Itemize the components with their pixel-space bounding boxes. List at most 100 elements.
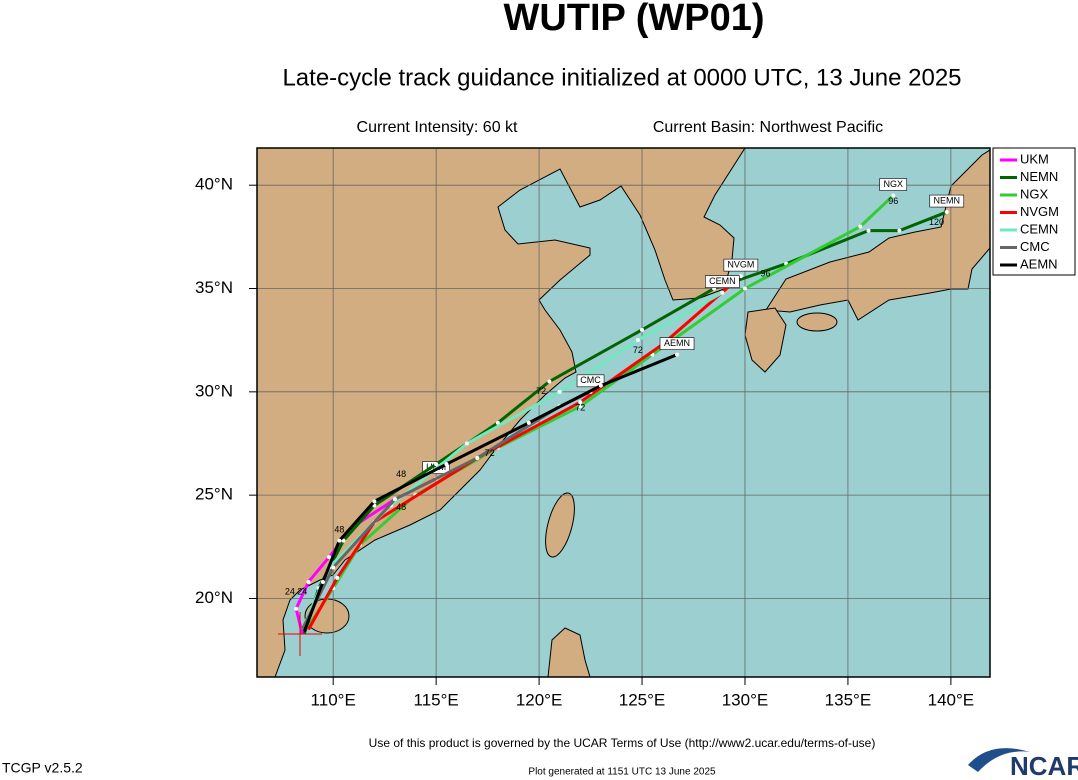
hour-label: 72 xyxy=(536,386,546,396)
track-point xyxy=(640,327,645,332)
hour-label: 48 xyxy=(396,502,406,512)
storm-position xyxy=(278,612,322,656)
track-point xyxy=(335,575,340,580)
track-point xyxy=(578,400,583,405)
legend-label: AEMN xyxy=(1020,256,1058,271)
track-point xyxy=(557,389,562,394)
track-label: NGX xyxy=(883,179,903,189)
track-point xyxy=(495,420,500,425)
hour-label: 72 xyxy=(575,403,585,413)
x-tick-label: 115°E xyxy=(414,690,459,709)
honshu xyxy=(765,149,990,321)
basin: Current Basin: Northwest Pacific xyxy=(653,119,883,136)
logo-swoosh xyxy=(968,748,1030,772)
track-point xyxy=(944,210,949,215)
version: TCGP v2.5.2 xyxy=(2,760,83,776)
track-point xyxy=(306,579,311,584)
track xyxy=(302,353,678,633)
hour-label: 48 xyxy=(334,525,344,535)
track-point xyxy=(320,579,325,584)
x-tick-label: 110°E xyxy=(311,690,356,709)
track-label: CMC xyxy=(580,375,601,385)
track-point xyxy=(331,565,336,570)
taiwan xyxy=(545,492,575,558)
track-point xyxy=(738,274,743,279)
x-tick-label: 135°E xyxy=(825,690,872,709)
legend-label: NGX xyxy=(1020,186,1049,201)
track-label: AEMN xyxy=(664,338,690,348)
track-point xyxy=(372,499,377,504)
track-point xyxy=(327,555,332,560)
grid xyxy=(257,148,990,677)
luzon xyxy=(547,627,591,677)
tracks: UKMNEMNNGXNVGMCEMNCMCAEMN961209672727272… xyxy=(285,178,965,635)
hour-label: 72 xyxy=(633,345,643,355)
track-point xyxy=(720,290,725,295)
legend-label: NEMN xyxy=(1020,169,1058,184)
axes: 110°E 115°E 120°E 125°E 130°E 135°E 140°E 20°N 2… xyxy=(195,175,974,710)
track-point xyxy=(547,379,552,384)
hour-label: 24 xyxy=(285,587,295,597)
legend-label: CMC xyxy=(1020,239,1050,254)
track-label: CEMN xyxy=(709,276,736,286)
track-label-box xyxy=(705,275,740,288)
track-point xyxy=(392,497,397,502)
logo-text: NCAR xyxy=(1010,751,1078,780)
intensity: Current Intensity: 60 kt xyxy=(357,119,519,136)
track-point xyxy=(742,286,747,291)
hour-label: 120 xyxy=(929,217,944,227)
x-tick-label: 130°E xyxy=(722,690,769,709)
generated: Plot generated at 1151 UTC 13 June 2025 xyxy=(528,767,716,778)
track-point xyxy=(635,338,640,343)
y-tick-label: 20°N xyxy=(195,588,233,607)
track-point xyxy=(341,538,346,543)
track-label-box xyxy=(879,178,908,191)
track-point xyxy=(675,352,680,357)
map-area: UKMNEMNNGXNVGMCEMNCMCAEMN961209672727272… xyxy=(257,148,990,677)
track-point xyxy=(526,420,531,425)
subtitle: Late-cycle track guidance initialized at… xyxy=(282,64,961,91)
x-tick-label: 125°E xyxy=(619,690,666,709)
track-label-box xyxy=(659,337,695,350)
hour-label: 72 xyxy=(485,448,495,458)
track-label-box xyxy=(576,374,605,388)
legend: UKM NEMN NGX NVGM CEMN CMC AEMN xyxy=(1000,151,1059,271)
y-tick-label: 25°N xyxy=(195,485,233,504)
legend-label: CEMN xyxy=(1020,221,1058,236)
shikoku xyxy=(796,312,838,332)
y-tick-label: 35°N xyxy=(195,278,233,297)
track-point xyxy=(578,404,583,409)
track-point xyxy=(891,193,896,198)
x-tick-label: 120°E xyxy=(516,690,563,709)
track-label: NVGM xyxy=(727,259,754,269)
logo: NCAR xyxy=(968,748,1078,780)
hour-label: 96 xyxy=(761,268,771,278)
hour-label: 96 xyxy=(888,196,898,206)
terms: Use of this product is governed by the U… xyxy=(369,736,876,750)
land xyxy=(257,148,990,677)
y-tick-label: 30°N xyxy=(195,381,233,400)
track-point xyxy=(858,224,863,229)
legend-label: NVGM xyxy=(1020,204,1059,219)
title: WUTIP (WP01) xyxy=(503,0,764,39)
hour-label: 48 xyxy=(396,469,406,479)
track-label-box xyxy=(723,258,759,272)
track-label-box xyxy=(929,194,965,208)
hour-label: 24 xyxy=(297,587,307,597)
map-frame xyxy=(256,147,991,678)
track-point xyxy=(465,441,470,446)
track-point xyxy=(866,228,871,233)
track-label: NEMN xyxy=(934,195,961,205)
track-point xyxy=(444,462,449,467)
track-point xyxy=(337,538,342,543)
y-tick-label: 40°N xyxy=(195,175,233,194)
legend-label: UKM xyxy=(1020,151,1049,166)
track-point xyxy=(294,606,299,611)
track-point xyxy=(598,383,603,388)
kyushu xyxy=(744,307,787,373)
track-point xyxy=(897,228,902,233)
track-point xyxy=(475,455,480,460)
track-point xyxy=(434,462,439,467)
